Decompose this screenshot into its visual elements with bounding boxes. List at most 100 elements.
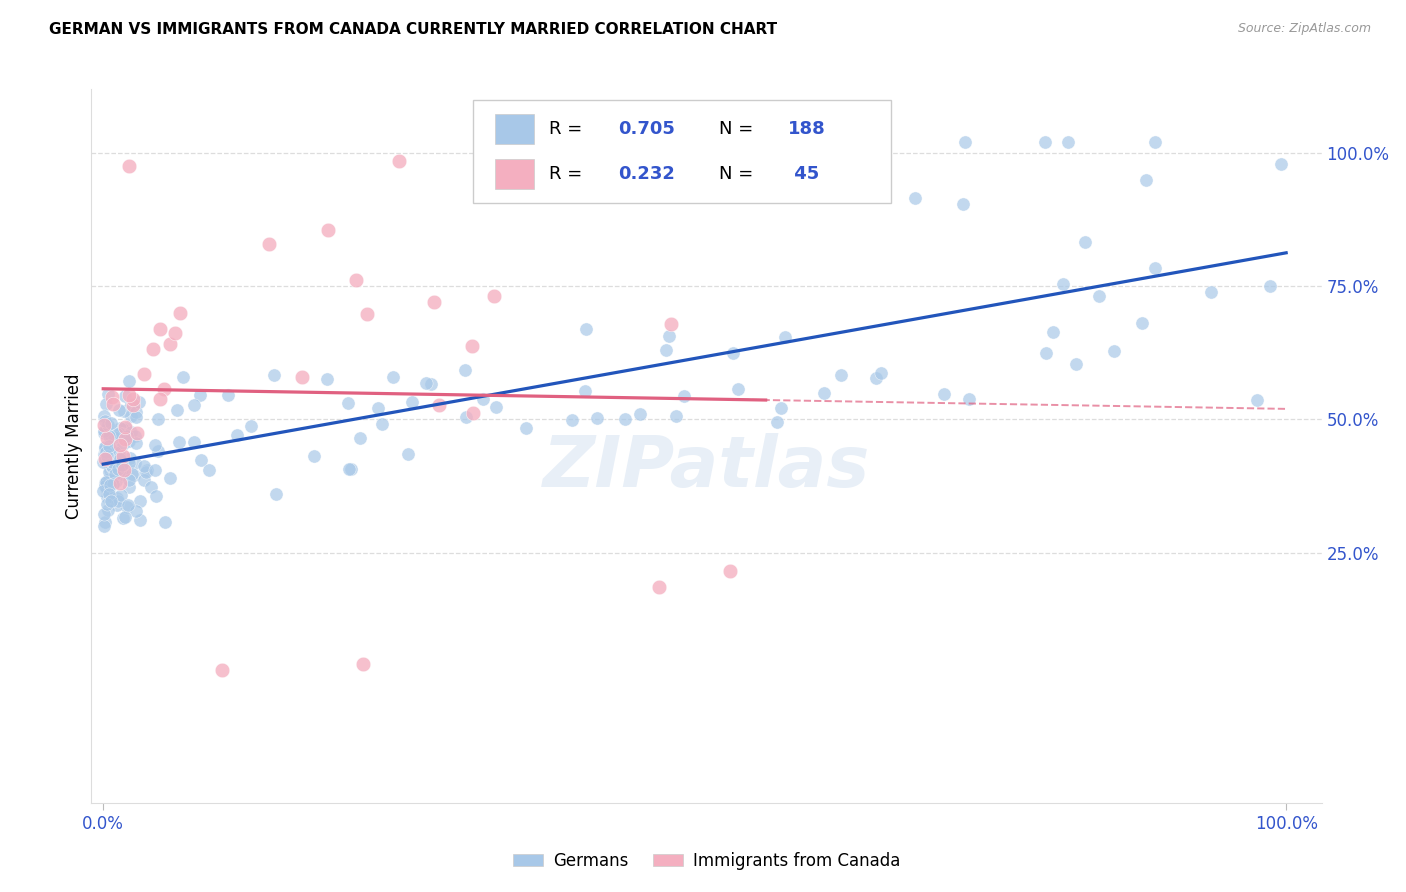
Point [94, 475, 117, 490]
Point [159, 471, 181, 485]
Point [453, 363, 475, 377]
Point [114, 432, 136, 446]
Point [128, 395, 150, 409]
FancyBboxPatch shape [495, 160, 534, 189]
Point [125, 436, 148, 450]
Text: ZIPatlas: ZIPatlas [543, 433, 870, 502]
Point [97, 438, 120, 452]
Point [166, 402, 188, 417]
Text: GERMAN VS IMMIGRANTS FROM CANADA CURRENTLY MARRIED CORRELATION CHART: GERMAN VS IMMIGRANTS FROM CANADA CURRENT… [49, 22, 778, 37]
Point [94, 452, 117, 467]
Point [396, 447, 419, 461]
Point [124, 429, 146, 443]
Point [1143, 136, 1166, 150]
Point [149, 321, 172, 335]
Point [1074, 235, 1097, 249]
Point [110, 458, 132, 472]
Point [614, 412, 637, 426]
Point [188, 388, 211, 402]
Point [103, 458, 125, 473]
Point [198, 463, 221, 477]
Point [122, 467, 145, 482]
Point [114, 420, 136, 434]
Point [659, 317, 682, 331]
Point [104, 474, 127, 488]
Point [136, 463, 159, 477]
Point [482, 289, 505, 303]
Point [93, 442, 115, 457]
Point [93, 426, 115, 441]
Point [112, 511, 135, 525]
Point [120, 409, 142, 424]
Point [367, 401, 389, 416]
Point [291, 369, 314, 384]
Point [111, 467, 134, 482]
Point [93, 409, 115, 424]
Point [415, 376, 437, 390]
Point [94, 423, 117, 437]
Point [96, 454, 118, 468]
Point [94, 445, 117, 459]
Point [371, 417, 394, 432]
Point [665, 409, 688, 424]
Y-axis label: Currently Married: Currently Married [65, 373, 83, 519]
Point [97, 503, 120, 517]
Point [110, 476, 132, 491]
Point [98, 486, 121, 500]
Point [122, 392, 145, 407]
Point [340, 462, 363, 476]
Point [118, 434, 141, 449]
Point [1135, 173, 1157, 187]
Point [304, 449, 326, 463]
Point [1064, 357, 1087, 371]
Point [93, 447, 115, 461]
Point [952, 197, 974, 211]
Point [461, 339, 484, 353]
Point [356, 307, 378, 321]
Point [104, 442, 127, 456]
Text: 45: 45 [787, 165, 818, 183]
Point [94, 440, 117, 454]
Point [111, 458, 134, 473]
Point [148, 392, 170, 406]
Point [957, 392, 980, 406]
Point [718, 564, 741, 578]
Point [97, 466, 120, 480]
Point [830, 368, 852, 382]
Point [104, 445, 127, 459]
Point [108, 451, 131, 466]
Point [125, 409, 148, 424]
Point [96, 449, 118, 463]
Point [91, 455, 114, 469]
Point [112, 427, 135, 442]
Point [100, 428, 122, 442]
Point [112, 423, 135, 437]
Point [1042, 325, 1064, 339]
Point [110, 488, 132, 502]
Point [115, 429, 138, 443]
Point [112, 449, 135, 463]
Point [128, 493, 150, 508]
Point [1246, 392, 1268, 407]
Point [104, 467, 127, 482]
Text: 188: 188 [787, 120, 825, 138]
Point [125, 405, 148, 419]
Point [107, 402, 129, 417]
Text: 0.232: 0.232 [617, 165, 675, 183]
Point [120, 397, 142, 411]
Point [105, 444, 128, 458]
Point [183, 398, 205, 412]
Point [148, 444, 170, 458]
Point [1057, 136, 1080, 150]
Point [132, 473, 155, 487]
Point [1035, 345, 1057, 359]
Point [100, 416, 122, 430]
Point [122, 398, 145, 412]
Point [107, 491, 129, 505]
Point [775, 329, 797, 343]
Point [125, 504, 148, 518]
Point [105, 427, 128, 442]
Point [118, 457, 141, 471]
Point [1143, 260, 1166, 275]
Point [1035, 136, 1057, 150]
